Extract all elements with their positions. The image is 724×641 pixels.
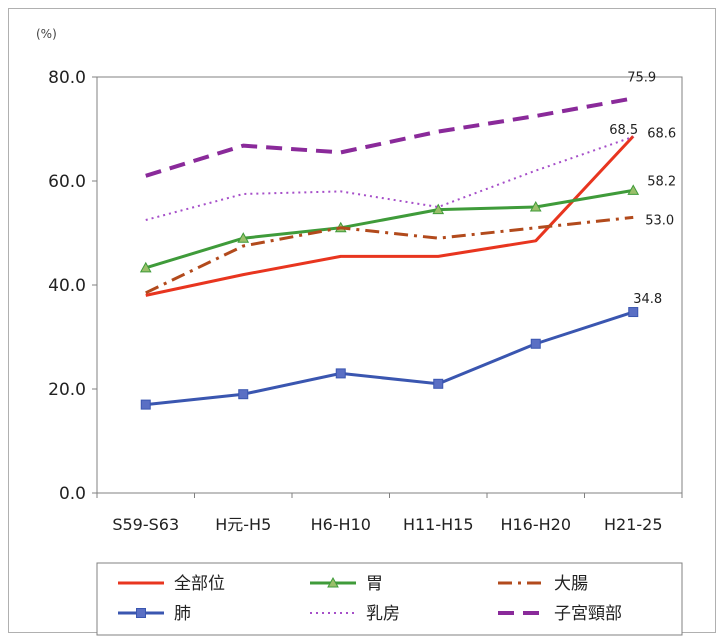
series-point: [534, 226, 537, 229]
series-point: [432, 203, 445, 215]
legend-label: 全部位: [174, 574, 225, 594]
series-point: [433, 378, 444, 389]
legend-box: [96, 562, 683, 636]
x-tick-label: H11-H15: [403, 515, 474, 534]
data-label: 68.5: [609, 123, 638, 138]
y-tick-label: 80.0: [48, 68, 86, 88]
legend-label: 子宮頸部: [554, 604, 622, 624]
series-line-2: [145, 215, 634, 295]
series-point: [139, 261, 152, 273]
series-point: [144, 294, 147, 297]
series-point: [144, 174, 147, 177]
series-point: [242, 193, 245, 196]
y-tick-label: 20.0: [48, 380, 86, 400]
plot-area: [96, 76, 683, 494]
series-line-0: [145, 135, 635, 297]
series-point: [238, 389, 249, 400]
chart-frame: [8, 8, 716, 633]
data-labels: 68.6 58.2 53.0 34.8 68.5 75.9: [609, 70, 676, 307]
legend-label: 大腸: [554, 574, 588, 594]
data-label: 68.6: [647, 126, 676, 141]
series-point: [632, 216, 635, 219]
series-point: [339, 255, 342, 258]
data-label: 58.2: [647, 174, 676, 189]
y-tick-label: 60.0: [48, 172, 86, 192]
series-point: [534, 239, 537, 242]
series-point: [339, 226, 342, 229]
series-point: [437, 255, 440, 258]
series-layer: [139, 96, 640, 410]
series-point: [627, 184, 640, 195]
series-point: [437, 206, 440, 209]
data-label: 34.8: [633, 292, 662, 307]
y-tick-label: 40.0: [48, 276, 86, 296]
x-tick-label: H16-H20: [500, 515, 571, 534]
series-point: [144, 291, 147, 294]
y-unit-label: (%): [36, 27, 57, 41]
series-point: [237, 232, 250, 243]
series-point: [339, 151, 342, 154]
data-label: 75.9: [627, 70, 656, 85]
axes: (%) 0.0 20.0 40.0 60.0 80.0 S59-S63 H元-H5 H6-H10…: [36, 27, 683, 534]
series-point: [530, 338, 541, 349]
x-tick-label: H6-H10: [311, 515, 371, 534]
series-point: [242, 273, 245, 276]
series-line-4: [145, 135, 634, 221]
legend-label: 肺: [174, 604, 191, 624]
series-point: [632, 97, 635, 100]
series-line-3: [145, 310, 634, 407]
x-tick-label: S59-S63: [112, 515, 179, 534]
series-line-5: [145, 96, 634, 178]
series-point: [339, 190, 342, 193]
series-point: [529, 200, 542, 212]
series-point: [437, 237, 440, 240]
legend-marker: [327, 576, 339, 588]
data-label: 53.0: [645, 213, 674, 228]
series-point: [628, 307, 639, 318]
series-point: [144, 219, 147, 222]
series-point: [335, 368, 346, 379]
series-point: [140, 399, 151, 410]
series-point: [534, 115, 537, 118]
series-point: [437, 130, 440, 133]
x-tick-label: H21-25: [604, 515, 663, 534]
legend: 全部位 胃 大腸肺 乳房 子宮頸部: [96, 562, 683, 636]
series-point: [534, 169, 537, 172]
legend-label: 乳房: [366, 604, 400, 624]
series-line-1: [145, 188, 634, 270]
series-point: [242, 245, 245, 248]
series-point: [242, 144, 245, 147]
y-tick-label: 0.0: [59, 484, 86, 504]
x-tick-label: H元-H5: [215, 515, 271, 534]
legend-label: 胃: [366, 574, 383, 594]
legend-marker: [136, 608, 146, 618]
